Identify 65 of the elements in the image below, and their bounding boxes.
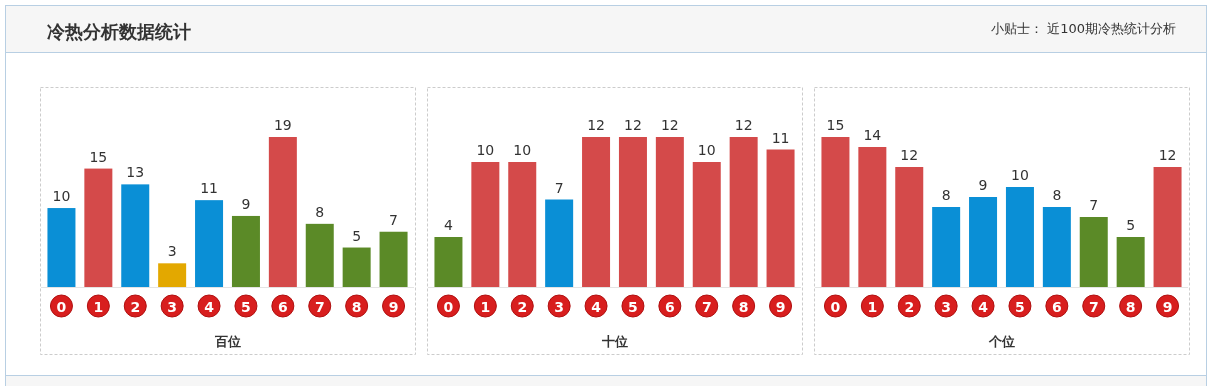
x-tick-label: 4 <box>978 298 989 315</box>
x-tick-label: 6 <box>277 298 288 315</box>
data-label: 8 <box>315 203 325 220</box>
text: 冷热分析数据统计 <box>47 21 191 42</box>
x-axis-title: 百位 <box>213 334 241 349</box>
x-tick-label: 3 <box>167 298 178 315</box>
x-tick-label: 9 <box>388 298 399 315</box>
x-tick-label: 5 <box>241 298 251 315</box>
data-label: 10 <box>52 188 71 205</box>
data-label: 12 <box>624 117 642 133</box>
x-tick-label: 1 <box>93 298 104 315</box>
data-label: 15 <box>826 117 845 133</box>
x-tick-label: 5 <box>1015 298 1025 315</box>
data-label: 7 <box>1089 197 1099 213</box>
x-tick-label: 8 <box>351 298 362 315</box>
x-tick-label: 3 <box>941 298 952 315</box>
x-axis-title: 个位 <box>987 334 1015 349</box>
data-label: 8 <box>1052 187 1062 203</box>
x-tick-label: 0 <box>56 298 67 315</box>
text: 小贴士： 近100期冷热统计分析 <box>991 21 1176 36</box>
data-label: 4 <box>443 217 453 233</box>
data-label: 12 <box>734 117 753 133</box>
x-tick-label: 2 <box>517 298 528 315</box>
data-label: 11 <box>200 180 218 197</box>
data-label: 14 <box>863 127 882 143</box>
data-label: 12 <box>900 147 919 163</box>
data-label: 10 <box>513 142 532 158</box>
x-axis-title: 十位 <box>600 334 628 349</box>
x-tick-label: 2 <box>130 298 141 315</box>
x-tick-label: 7 <box>701 298 712 315</box>
data-label: 12 <box>660 117 679 133</box>
x-tick-label: 2 <box>904 298 915 315</box>
x-tick-label: 3 <box>554 298 565 315</box>
data-label: 10 <box>1011 167 1029 183</box>
x-tick-label: 4 <box>591 298 602 315</box>
data-label: 9 <box>241 195 251 212</box>
x-tick-label: 9 <box>1162 298 1173 315</box>
x-tick-label: 6 <box>1051 298 1062 315</box>
data-label: 15 <box>89 148 108 165</box>
x-tick-label: 6 <box>664 298 675 315</box>
x-tick-label: 1 <box>867 298 878 315</box>
x-tick-label: 4 <box>204 298 215 315</box>
data-label: 12 <box>587 117 605 133</box>
x-tick-label: 8 <box>738 298 749 315</box>
x-tick-label: 1 <box>480 298 491 315</box>
x-tick-label: 7 <box>1088 298 1099 315</box>
data-label: 3 <box>167 243 177 260</box>
x-tick-label: 5 <box>628 298 638 315</box>
data-label: 8 <box>941 187 951 203</box>
data-label: 7 <box>554 179 564 196</box>
data-label: 9 <box>978 177 988 193</box>
x-tick-label: 0 <box>830 298 841 315</box>
data-label: 5 <box>1126 217 1136 233</box>
data-label: 12 <box>1158 147 1177 163</box>
data-label: 10 <box>476 142 495 158</box>
x-tick-label: 9 <box>775 298 786 315</box>
data-label: 5 <box>352 227 362 244</box>
x-tick-label: 0 <box>443 298 454 315</box>
data-label: 11 <box>771 129 790 146</box>
x-tick-label: 7 <box>314 298 325 315</box>
data-label: 7 <box>389 211 399 228</box>
data-label: 19 <box>273 117 292 133</box>
data-label: 10 <box>697 142 716 158</box>
data-label: 13 <box>126 164 145 181</box>
x-tick-label: 8 <box>1125 298 1136 315</box>
